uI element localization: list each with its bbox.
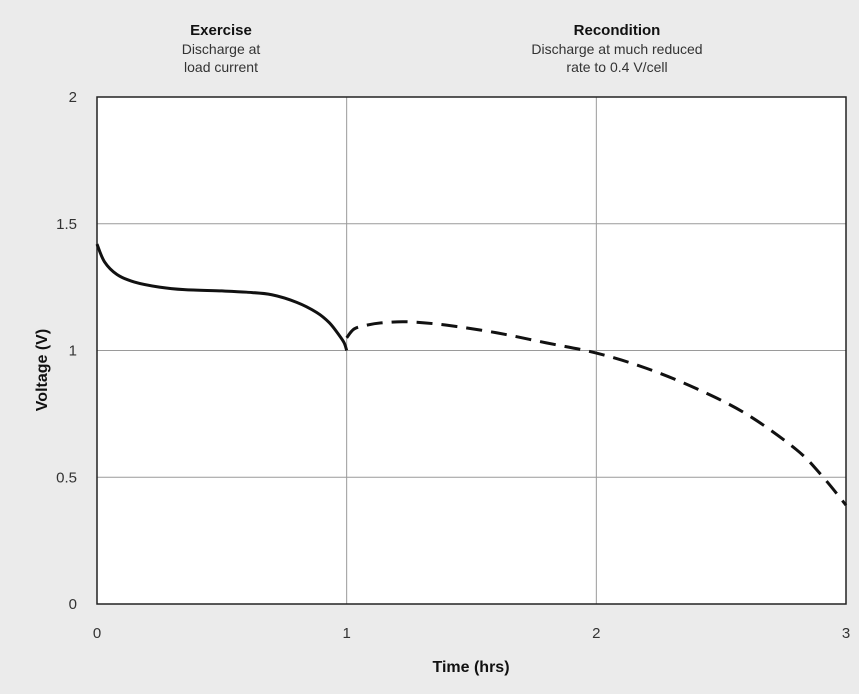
- y-axis-label: Voltage (V): [34, 329, 51, 411]
- y-tick-label: 0: [69, 596, 77, 613]
- annotation-exercise-title: Exercise: [190, 22, 252, 39]
- tick-labels: 0 1 2 3 0 0.5 1 1.5 2: [56, 89, 850, 642]
- grid-lines: [97, 97, 846, 604]
- x-tick-label: 3: [842, 625, 850, 642]
- y-tick-label: 1: [69, 343, 77, 360]
- x-tick-label: 1: [342, 625, 350, 642]
- annotation-exercise-line2: load current: [184, 59, 258, 75]
- annotation-recondition-line2: rate to 0.4 V/cell: [566, 59, 667, 75]
- x-tick-label: 0: [93, 625, 101, 642]
- annotation-exercise-line1: Discharge at: [182, 41, 261, 57]
- y-tick-label: 0.5: [56, 469, 77, 486]
- y-tick-label: 1.5: [56, 216, 77, 233]
- plot-frame: [96, 96, 847, 605]
- exercise-series-line: [95, 243, 349, 351]
- series-layer: [95, 243, 848, 507]
- recondition-series-line: [345, 320, 848, 507]
- x-tick-label: 2: [592, 625, 600, 642]
- annotation-recondition-title: Recondition: [574, 22, 661, 39]
- y-tick-label: 2: [69, 89, 77, 106]
- annotation-recondition-line1: Discharge at much reduced: [531, 41, 702, 57]
- x-axis-label: Time (hrs): [432, 659, 509, 676]
